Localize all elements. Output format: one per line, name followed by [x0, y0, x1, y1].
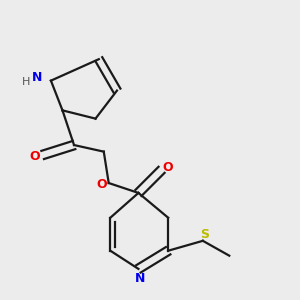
Text: O: O — [29, 150, 40, 163]
Text: S: S — [200, 228, 209, 241]
Text: H: H — [22, 77, 30, 87]
Text: N: N — [32, 71, 43, 84]
Text: O: O — [97, 178, 107, 191]
Text: O: O — [163, 161, 173, 174]
Text: N: N — [135, 272, 145, 285]
